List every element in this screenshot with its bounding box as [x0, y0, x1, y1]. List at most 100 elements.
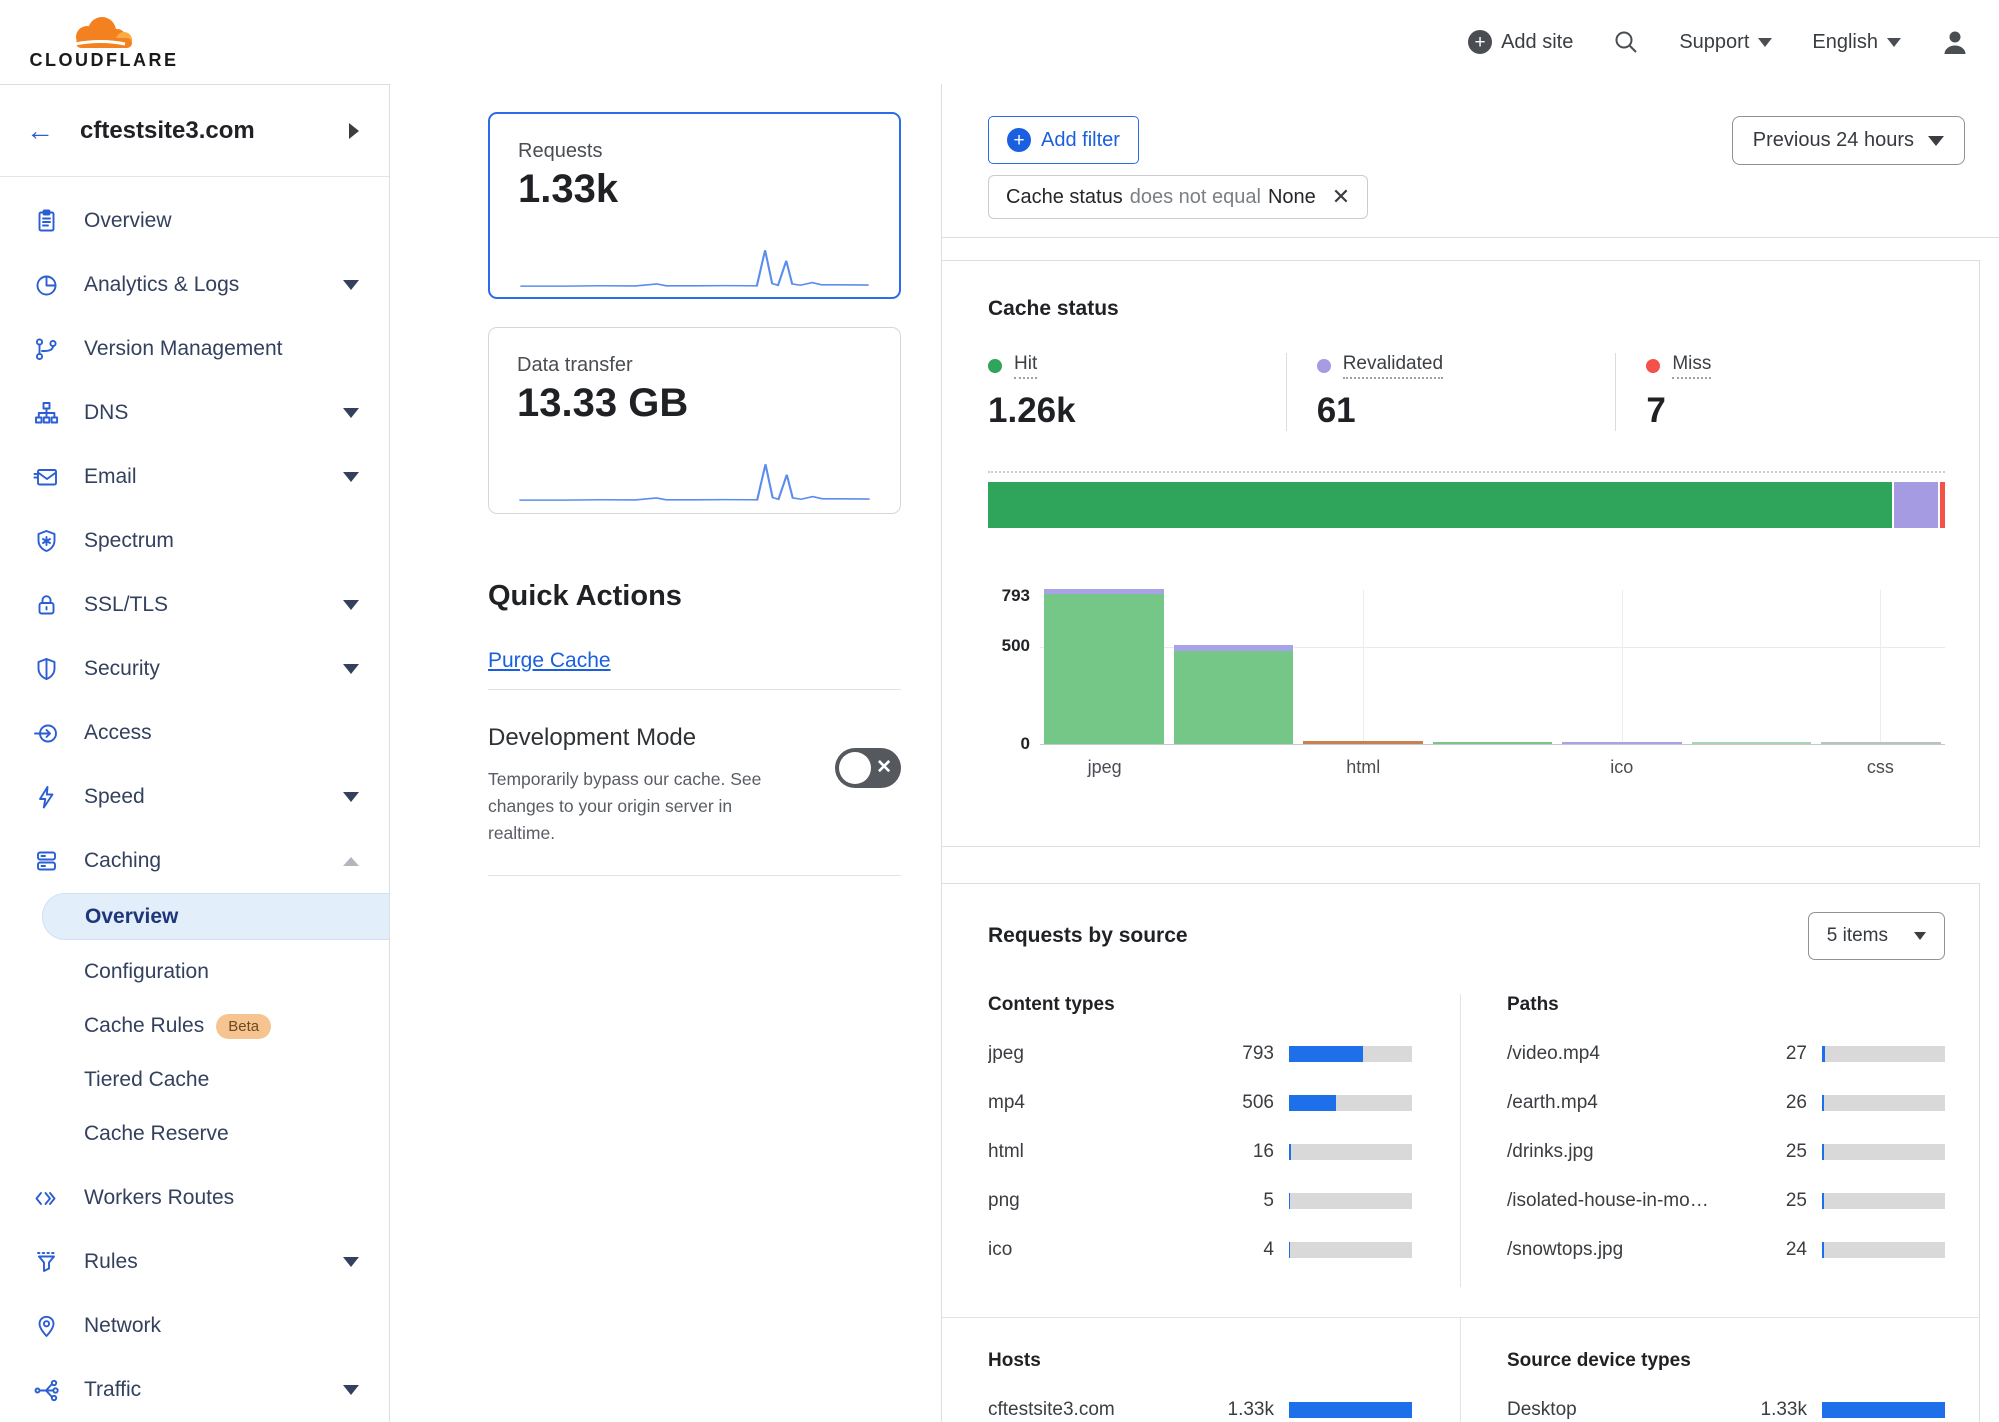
caching-subnav: Overview Configuration Cache Rules Beta Tier… [0, 893, 389, 1156]
stat-value: 7 [1646, 391, 1666, 430]
row-label: jpeg [988, 1043, 1024, 1064]
row-bar [1289, 1193, 1412, 1209]
site-switcher-chevron-icon[interactable] [349, 122, 359, 139]
user-account-icon[interactable] [1941, 28, 1969, 56]
bar-html [1303, 740, 1423, 744]
row-label: /earth.mp4 [1507, 1092, 1598, 1113]
language-menu[interactable]: English [1812, 31, 1901, 54]
time-range-dropdown[interactable]: Previous 24 hours [1731, 116, 1965, 165]
gridline [1040, 647, 1945, 649]
row-bar [1289, 1242, 1412, 1258]
chevron-down-icon [343, 1385, 359, 1395]
sidebar-item-rules[interactable]: Rules [0, 1230, 389, 1294]
source-row[interactable]: Desktop 1.33k [1507, 1399, 1945, 1421]
row-value: 1.33k [1227, 1399, 1274, 1420]
requests-metric-card[interactable]: Requests 1.33k [488, 112, 901, 299]
back-arrow-icon[interactable]: ← [26, 114, 54, 146]
source-row[interactable]: /isolated-house-in-mo… 25 [1507, 1190, 1945, 1212]
sidebar-item-speed[interactable]: Speed [0, 765, 389, 829]
sidebar-item-access[interactable]: Access [0, 701, 389, 765]
x-axis-tick: ico [1610, 757, 1634, 777]
data-transfer-sparkline-chart [519, 464, 870, 501]
source-row[interactable]: mp4 506 [988, 1092, 1412, 1114]
gridline [1880, 590, 1882, 744]
summary-column: Requests 1.33k Data transfer 13.33 GB Qu… [390, 84, 942, 1422]
source-row[interactable]: /earth.mp4 26 [1507, 1092, 1945, 1114]
sidebar-item-traffic[interactable]: Traffic [0, 1358, 389, 1422]
column-title: Source device types [1507, 1350, 1691, 1371]
source-row[interactable]: html 16 [988, 1141, 1412, 1163]
add-filter-button[interactable]: + Add filter [988, 116, 1139, 164]
stat-label[interactable]: Revalidated [1342, 353, 1444, 379]
x-axis-tick: css [1866, 757, 1894, 777]
sidebar-subitem-configuration[interactable]: Configuration [84, 960, 209, 983]
purge-cache-link[interactable]: Purge Cache [488, 649, 611, 672]
sidebar-item-analytics-logs[interactable]: Analytics & Logs [0, 253, 389, 317]
filter-chip[interactable]: Cache status does not equal None ✕ [988, 175, 1369, 219]
row-value: 5 [1263, 1190, 1274, 1211]
segment-revalidated [1044, 589, 1164, 594]
row-label: cftestsite3.com [988, 1399, 1115, 1420]
data-transfer-metric-card[interactable]: Data transfer 13.33 GB [488, 327, 901, 514]
source-row[interactable]: /snowtops.jpg 24 [1507, 1239, 1945, 1261]
x-axis-labels: jpeg html ico css [1040, 745, 1945, 779]
row-label: /drinks.jpg [1507, 1141, 1594, 1162]
source-row[interactable]: png 5 [988, 1190, 1412, 1212]
row-bar [1289, 1402, 1412, 1418]
sidebar-subitem-overview[interactable]: Overview [42, 893, 389, 940]
sidebar: ← cftestsite3.com Overview Analytics & Lo… [0, 84, 390, 1422]
sidebar-item-version-management[interactable]: Version Management [0, 317, 389, 381]
column-title: Paths [1507, 994, 1559, 1015]
sidebar-item-email[interactable]: Email [0, 445, 389, 509]
chevron-down-icon [1928, 135, 1944, 146]
stat-label[interactable]: Hit [1014, 353, 1038, 379]
row-bar [1289, 1046, 1412, 1062]
sidebar-item-security[interactable]: Security [0, 637, 389, 701]
sidebar-item-ssl-tls[interactable]: SSL/TLS [0, 573, 389, 637]
source-row[interactable]: jpeg 793 [988, 1043, 1412, 1065]
row-label: png [988, 1190, 1020, 1211]
revalidated-legend-dot [1316, 359, 1331, 373]
sidebar-item-caching[interactable]: Caching [0, 829, 389, 893]
sidebar-item-workers-routes[interactable]: Workers Routes [0, 1166, 389, 1230]
source-row[interactable]: /drinks.jpg 25 [1507, 1141, 1945, 1163]
add-site-button[interactable]: + Add site [1468, 30, 1573, 54]
row-bar [1289, 1095, 1412, 1111]
requests-by-source-card: Requests by source 5 items Content types… [941, 883, 1980, 1422]
source-row[interactable]: ico 4 [988, 1239, 1412, 1261]
row-bar [1822, 1095, 1945, 1111]
requests-sparkline-chart [520, 250, 869, 287]
sidebar-item-spectrum[interactable]: Spectrum [0, 509, 389, 573]
brand-wordmark: CLOUDFLARE [29, 49, 179, 70]
row-bar [1822, 1046, 1945, 1062]
source-row[interactable]: /video.mp4 27 [1507, 1043, 1945, 1065]
sidebar-item-overview[interactable]: Overview [0, 189, 389, 253]
source-row[interactable]: cftestsite3.com 1.33k [988, 1399, 1412, 1421]
sidebar-subitem-tiered-cache[interactable]: Tiered Cache [84, 1068, 210, 1091]
y-axis-tick: 0 [1020, 734, 1030, 753]
row-label: /snowtops.jpg [1507, 1239, 1624, 1260]
items-count-dropdown[interactable]: 5 items [1807, 912, 1945, 960]
stat-label[interactable]: Miss [1672, 353, 1712, 379]
stacked-segment-revalidated [1894, 482, 1938, 528]
sidebar-subitem-cache-reserve[interactable]: Cache Reserve [84, 1122, 229, 1145]
cache-status-stacked-bar-wrap [988, 471, 1945, 528]
toggle-knob [839, 752, 871, 784]
beta-badge: Beta [216, 1013, 272, 1039]
plus-circle-icon: + [1007, 128, 1031, 152]
sidebar-subitem-cache-rules[interactable]: Cache Rules Beta [42, 1004, 389, 1048]
segment-hit [1044, 593, 1164, 744]
cache-status-stacked-bar [988, 482, 1945, 528]
bar-unlabeled [1173, 645, 1294, 744]
overview-icon [38, 209, 55, 231]
sidebar-item-dns[interactable]: DNS [0, 381, 389, 445]
cloudflare-logo[interactable]: CLOUDFLARE [28, 14, 180, 71]
sidebar-item-network[interactable]: Network [0, 1294, 389, 1358]
search-icon[interactable] [1613, 29, 1639, 55]
network-icon [38, 1315, 55, 1337]
segment-other [1821, 742, 1942, 744]
development-mode-title: Development Mode [488, 724, 697, 751]
support-menu[interactable]: Support [1679, 31, 1773, 54]
development-mode-toggle[interactable]: ✕ [835, 748, 901, 788]
remove-filter-icon[interactable]: ✕ [1331, 184, 1351, 209]
